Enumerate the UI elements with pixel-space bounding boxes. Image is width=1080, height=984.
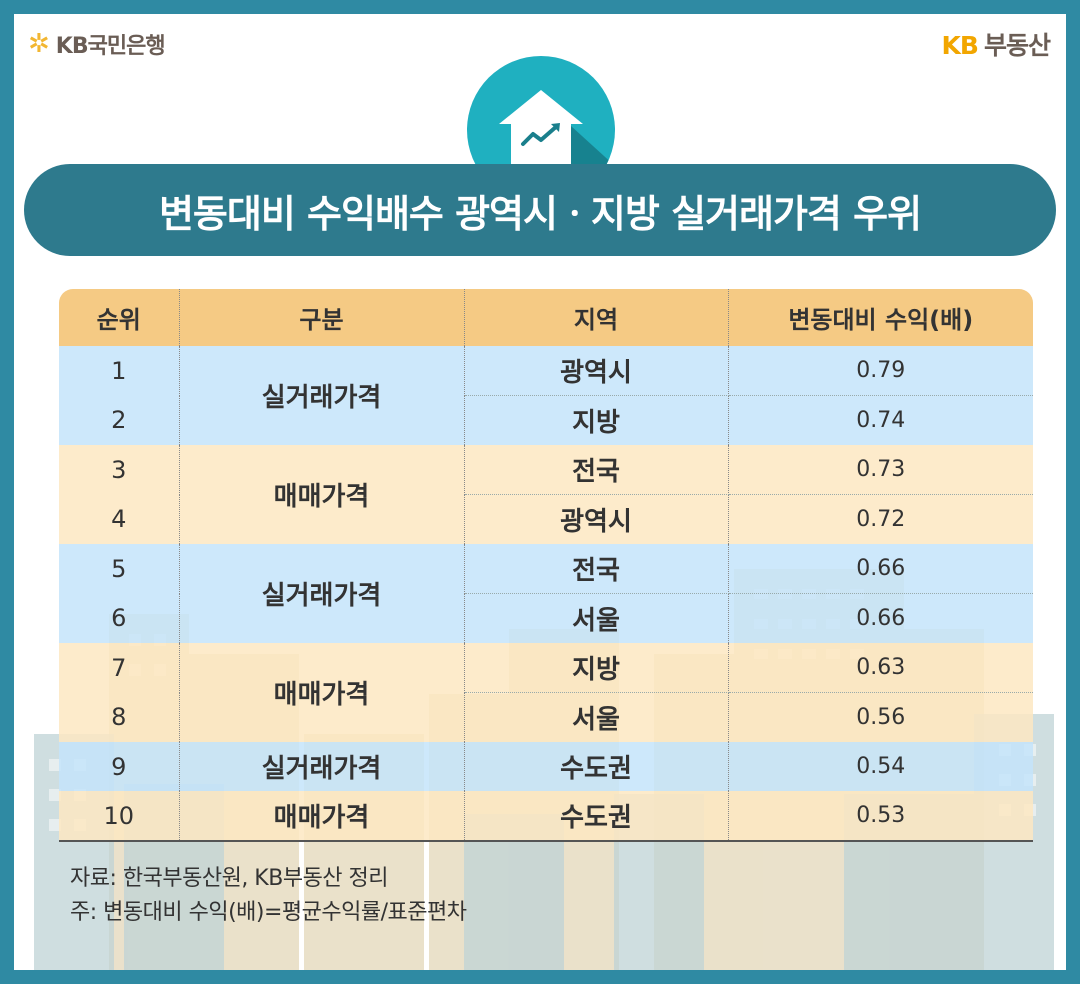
table-row: 6 서울 0.66 bbox=[59, 593, 1033, 643]
rank-cell: 8 bbox=[59, 692, 179, 742]
header-region: 지역 bbox=[464, 289, 729, 346]
kb-star-icon: ✲ bbox=[28, 29, 50, 59]
kb-realestate-logo: KB 부동산 bbox=[941, 26, 1051, 62]
rank-cell: 2 bbox=[59, 395, 179, 445]
region-cell: 수도권 bbox=[464, 791, 729, 841]
value-cell: 0.63 bbox=[728, 643, 1033, 693]
rank-cell: 9 bbox=[59, 742, 179, 791]
value-cell: 0.66 bbox=[728, 544, 1033, 594]
value-cell: 0.72 bbox=[728, 494, 1033, 544]
category-cell: 매매가격 bbox=[178, 643, 465, 742]
region-cell: 수도권 bbox=[464, 742, 729, 791]
rank-cell: 7 bbox=[59, 643, 179, 693]
table-row: 2 지방 0.74 bbox=[59, 395, 1033, 445]
category-cell: 실거래가격 bbox=[178, 346, 465, 445]
footnotes: 자료: 한국부동산원, KB부동산 정리 주: 변동대비 수익(배)=평균수익률… bbox=[70, 862, 467, 930]
category-cell: 매매가격 bbox=[178, 445, 465, 544]
value-cell: 0.54 bbox=[728, 742, 1033, 791]
rank-cell: 10 bbox=[59, 791, 179, 841]
region-cell: 광역시 bbox=[464, 494, 729, 544]
kb-realestate-logo-prefix: KB bbox=[941, 31, 979, 60]
rank-cell: 3 bbox=[59, 445, 179, 495]
table-row: 1 실거래가격 광역시 0.79 bbox=[59, 346, 1033, 445]
rank-cell: 4 bbox=[59, 494, 179, 544]
region-cell: 지방 bbox=[464, 395, 729, 445]
source-note: 자료: 한국부동산원, KB부동산 정리 bbox=[70, 866, 389, 891]
kb-bank-logo: ✲ KB국민은행 bbox=[28, 28, 166, 60]
table-row: 5 실거래가격 전국 0.66 bbox=[59, 544, 1033, 643]
table-row: 9 실거래가격 수도권 0.54 bbox=[59, 742, 1033, 791]
page-title: 변동대비 수익배수 광역시ㆍ지방 실거래가격 우위 bbox=[158, 191, 922, 236]
value-cell: 0.73 bbox=[728, 445, 1033, 495]
region-cell: 전국 bbox=[464, 544, 729, 594]
value-cell: 0.74 bbox=[728, 395, 1033, 445]
value-cell: 0.53 bbox=[728, 791, 1033, 841]
rank-cell: 1 bbox=[59, 346, 179, 396]
table-row: 4 광역시 0.72 bbox=[59, 494, 1033, 544]
region-cell: 지방 bbox=[464, 643, 729, 693]
category-cell: 실거래가격 bbox=[178, 544, 465, 643]
table-header-row: 순위 구분 지역 변동대비 수익(배) bbox=[59, 289, 1033, 346]
infographic-card: ✲ KB국민은행 KB 부동산 변동대비 수익배수 광역시ㆍ지방 실거래가격 우위… bbox=[14, 14, 1066, 970]
kb-bank-logo-text: KB국민은행 bbox=[55, 34, 166, 59]
region-cell: 전국 bbox=[464, 445, 729, 495]
header-ratio: 변동대비 수익(배) bbox=[728, 289, 1033, 346]
region-cell: 서울 bbox=[464, 593, 729, 643]
table-row: 3 매매가격 전국 0.73 bbox=[59, 445, 1033, 544]
kb-realestate-logo-suffix: 부동산 bbox=[983, 31, 1051, 60]
value-cell: 0.66 bbox=[728, 593, 1033, 643]
formula-note: 주: 변동대비 수익(배)=평균수익률/표준편차 bbox=[70, 900, 467, 925]
region-cell: 광역시 bbox=[464, 346, 729, 396]
table-row: 7 매매가격 지방 0.63 bbox=[59, 643, 1033, 742]
table-row: 8 서울 0.56 bbox=[59, 692, 1033, 742]
value-cell: 0.56 bbox=[728, 692, 1033, 742]
region-cell: 서울 bbox=[464, 692, 729, 742]
value-cell: 0.79 bbox=[728, 346, 1033, 396]
category-cell: 매매가격 bbox=[178, 791, 465, 841]
ranking-table: 순위 구분 지역 변동대비 수익(배) 1 실거래가격 광역시 0.79 2 지… bbox=[59, 289, 1033, 842]
rank-cell: 6 bbox=[59, 593, 179, 643]
header-rank: 순위 bbox=[59, 289, 179, 346]
title-banner: 변동대비 수익배수 광역시ㆍ지방 실거래가격 우위 bbox=[24, 164, 1056, 256]
table-row: 10 매매가격 수도권 0.53 bbox=[59, 791, 1033, 841]
header-category: 구분 bbox=[178, 289, 465, 346]
rank-cell: 5 bbox=[59, 544, 179, 594]
category-cell: 실거래가격 bbox=[178, 742, 465, 791]
